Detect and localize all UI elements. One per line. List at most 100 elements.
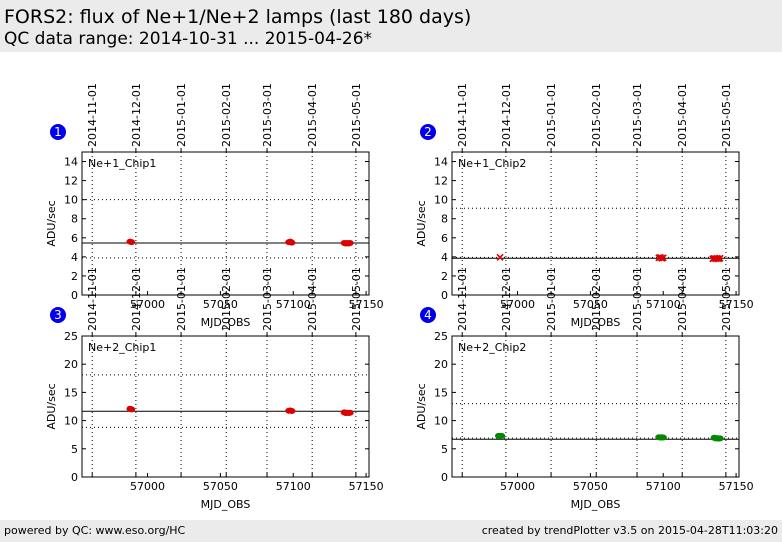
date-tick-label: 2015-01-01 <box>175 83 188 147</box>
data-point <box>127 406 136 413</box>
x-tick-label: 57050 <box>573 298 608 311</box>
y-tick-label: 20 <box>434 358 448 371</box>
footer-created: created by trendPlotter v3.5 on 2015-04-… <box>481 524 778 537</box>
y-tick-label: 5 <box>441 443 448 456</box>
y-tick-label: 25 <box>64 330 78 343</box>
x-tick-label: 57050 <box>203 298 238 311</box>
y-tick-label: 15 <box>64 386 78 399</box>
footer-bar: powered by QC: www.eso.org/HC created by… <box>0 520 782 542</box>
date-tick-label: 2015-03-01 <box>261 83 274 147</box>
date-tick-label: 2014-12-01 <box>130 83 143 147</box>
data-point <box>346 240 354 247</box>
chart-panel-3: 2014-11-01 2014-12-01 2015-01-01 2015-02-01… <box>45 267 384 511</box>
x-tick-label: 57000 <box>130 480 165 493</box>
y-axis-label: ADU/sec <box>45 383 58 429</box>
x-tick-label: 57150 <box>719 480 754 493</box>
x-tick-label: 57150 <box>349 480 384 493</box>
data-point-stroke <box>496 253 504 261</box>
y-tick-label: 8 <box>71 213 78 226</box>
date-tick-label: 2015-05-01 <box>350 267 363 331</box>
page-title: FORS2: flux of Ne+1/Ne+2 lamps (last 180… <box>4 6 472 28</box>
y-tick-label: 25 <box>434 330 448 343</box>
y-tick-label: 6 <box>441 232 448 245</box>
data-point <box>497 432 506 439</box>
plot-frame <box>451 151 740 296</box>
y-tick-label: 14 <box>64 156 78 169</box>
panel-badge <box>50 124 66 140</box>
y-tick-label: 4 <box>71 251 78 264</box>
y-tick-label: 15 <box>434 386 448 399</box>
y-tick-label: 2 <box>441 270 448 283</box>
date-tick-label: 2015-03-01 <box>631 267 644 331</box>
panel-badge <box>420 307 436 323</box>
y-tick-label: 0 <box>441 471 448 484</box>
date-tick-label: 2015-04-01 <box>306 83 319 147</box>
chart-panel-2: 2014-11-01 2014-12-01 2015-01-01 2015-02-01… <box>415 83 754 329</box>
footer-credit: powered by QC: www.eso.org/HC <box>4 524 186 537</box>
x-tick-label: 57100 <box>276 480 311 493</box>
x-axis-label: MJD_OBS <box>571 316 621 329</box>
date-tick-label: 2015-02-01 <box>590 83 603 147</box>
date-tick-label: 2014-12-01 <box>500 267 513 331</box>
y-tick-label: 0 <box>71 471 78 484</box>
date-tick-label: 2015-04-01 <box>676 267 689 331</box>
data-point <box>288 408 296 415</box>
x-tick-label: 57150 <box>349 298 384 311</box>
y-tick-label: 10 <box>64 194 78 207</box>
y-tick-label: 10 <box>434 415 448 428</box>
x-tick-label: 57000 <box>500 480 535 493</box>
panel-title: Ne+2_Chip1 <box>88 341 156 354</box>
x-tick-label: 57000 <box>130 298 165 311</box>
date-tick-label: 2015-01-01 <box>545 83 558 147</box>
data-point <box>659 434 667 441</box>
y-tick-label: 14 <box>434 156 448 169</box>
x-tick-label: 57000 <box>500 298 535 311</box>
plot-frame <box>451 335 740 478</box>
y-tick-label: 10 <box>64 415 78 428</box>
panel-title: Ne+1_Chip1 <box>88 157 156 170</box>
data-point <box>496 253 504 261</box>
data-point <box>127 239 136 246</box>
x-axis-label: MJD_OBS <box>571 498 621 511</box>
panel-badge-label: 1 <box>54 125 62 139</box>
y-tick-label: 0 <box>441 289 448 302</box>
y-axis-label: ADU/sec <box>415 383 428 429</box>
date-tick-label: 2015-03-01 <box>631 83 644 147</box>
y-tick-label: 5 <box>71 443 78 456</box>
x-tick-label: 57100 <box>646 298 681 311</box>
y-tick-label: 10 <box>434 194 448 207</box>
panel-badge-label: 3 <box>54 308 62 322</box>
date-tick-label: 2015-04-01 <box>676 83 689 147</box>
x-tick-label: 57050 <box>203 480 238 493</box>
y-axis-label: ADU/sec <box>415 200 428 246</box>
data-point <box>659 254 667 262</box>
data-point <box>288 239 296 246</box>
y-tick-label: 0 <box>71 289 78 302</box>
y-tick-label: 12 <box>64 175 78 188</box>
date-tick-label: 2015-02-01 <box>220 83 233 147</box>
y-axis-label: ADU/sec <box>45 200 58 246</box>
plot-frame <box>81 335 370 478</box>
panel-title: Ne+2_Chip2 <box>458 341 526 354</box>
data-point-stroke <box>716 254 724 262</box>
data-point <box>716 435 724 442</box>
panel-badge-label: 4 <box>424 308 432 322</box>
data-point <box>346 409 354 416</box>
data-point-stroke <box>659 254 667 262</box>
date-tick-label: 2015-01-01 <box>545 267 558 331</box>
date-tick-label: 2015-05-01 <box>350 83 363 147</box>
data-point <box>716 254 724 262</box>
date-tick-label: 2014-11-01 <box>456 83 469 147</box>
x-tick-label: 57100 <box>276 298 311 311</box>
y-tick-label: 2 <box>71 270 78 283</box>
page-subtitle: QC data range: 2014-10-31 ... 2015-04-26… <box>4 29 373 49</box>
y-tick-label: 12 <box>434 175 448 188</box>
plot-frame <box>81 151 370 296</box>
date-tick-label: 2015-02-01 <box>590 267 603 331</box>
y-tick-label: 8 <box>441 213 448 226</box>
panel-badge <box>50 307 66 323</box>
x-axis-label: MJD_OBS <box>201 316 251 329</box>
panel-badge-label: 2 <box>424 125 432 139</box>
date-tick-label: 2015-03-01 <box>261 267 274 331</box>
